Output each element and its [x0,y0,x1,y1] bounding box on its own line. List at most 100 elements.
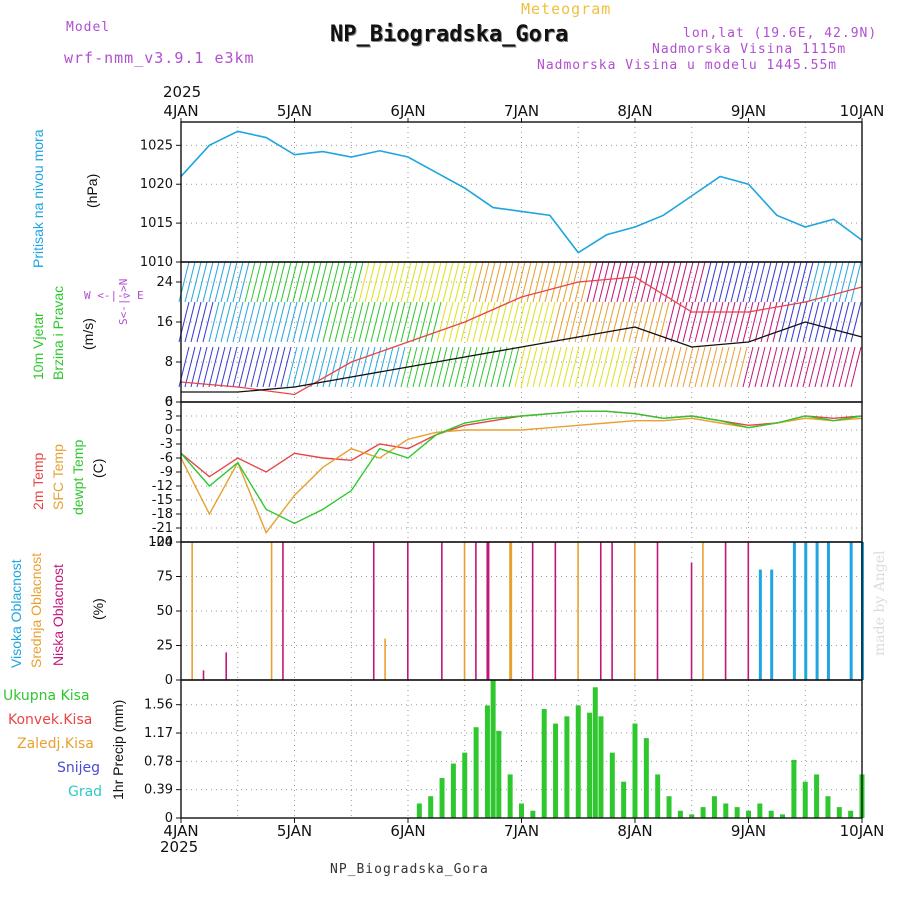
precip-bar [768,810,774,818]
wind-barb [262,301,274,343]
wind-barb [202,301,214,343]
wind-barb [622,301,634,343]
wind-barb [826,346,838,388]
wind-barb [604,346,616,388]
cloud-bar [747,542,750,680]
precip-ytick-label: 0.39 [144,783,173,798]
wind-barb [682,346,694,388]
wind-barb [382,346,394,388]
wind-barb [238,301,250,343]
precip-ytick-label: 1.17 [144,726,173,741]
model-label: Model [66,20,111,35]
wind-barb [238,261,250,303]
wind-barb [442,346,454,388]
wind-barb [706,261,718,303]
wind-barb [406,346,418,388]
meteogram-label: Meteogram [521,0,612,18]
wind-barb [850,261,862,303]
wind-barb [814,301,826,343]
precip-bar [746,810,751,818]
wind-barb [430,301,442,343]
precip-bar [592,687,598,818]
wind-barb [310,301,322,343]
wind-barb [640,261,652,303]
precip-bar [836,807,842,818]
temperature-ytick-label: 6 [165,395,173,410]
precip-bar [689,814,695,818]
wind-barb [568,261,580,303]
cloud-bar [407,542,409,680]
wind-barb [310,346,322,388]
wind-barb [634,261,646,303]
wind-barb [448,301,460,343]
wind-barb [184,346,196,388]
wind-barb [646,346,658,388]
temperature-ytick-label: -24 [152,535,173,550]
wind-barb [460,261,472,303]
wind-barb [466,301,478,343]
wind-barb [334,261,346,303]
wind-barb [694,261,706,303]
wind-barb [574,301,586,343]
wind-barb [346,301,358,343]
footer-station: NP_Biogradska_Gora [330,862,489,877]
wind-barb [214,261,226,303]
wind-barb [502,261,514,303]
wind-barb [526,346,538,388]
wind-barb [220,346,232,388]
wind-gust-line [180,276,863,396]
wind-barb [274,301,286,343]
wind-barb [346,346,358,388]
wind-barb [292,301,304,343]
precip-bar [802,781,808,818]
wind-barb [820,301,832,343]
wind-barb [286,301,298,343]
cloud-bar [463,542,466,680]
wind-barb [652,261,664,303]
cloud-bar [282,542,284,680]
temperature-ytick-label: -12 [152,479,173,494]
wind-barb [334,301,346,343]
wind-barb [304,301,316,343]
wind-barb [850,346,862,388]
cloud-bar [486,542,490,680]
wind-barb [286,346,298,388]
wind-barb [208,346,220,388]
wind-barb [496,346,508,388]
wind-barb [334,346,346,388]
x-label-top: 10JAN [840,102,885,120]
precip-bar [490,680,496,818]
wind-barb [658,261,670,303]
wind-barb [742,346,754,388]
wind-barb [370,301,382,343]
wind-barb [550,261,562,303]
wind-barb [250,301,262,343]
wind-barb [772,301,784,343]
wind-barb [232,261,244,303]
wind-barb [370,346,382,388]
wind-barb [322,346,334,388]
precip-legend-conv: Konvek.Kisa [8,712,93,728]
compass-east: E [136,289,144,302]
wind-barb [328,301,340,343]
wind-barb [754,301,766,343]
cloud-bar [792,542,796,680]
wind-barb [748,261,760,303]
wind-barb [352,301,364,343]
cloud-bar [702,542,704,680]
wind-barb [688,301,700,343]
precip-bar [450,763,456,818]
wind-barb [742,301,754,343]
wind-barb [448,261,460,303]
wind-barb [832,346,844,388]
wind-barb [376,261,388,303]
precip-bar [848,810,854,818]
wind-barb [832,261,844,303]
wind-barb [532,261,544,303]
wind-barb [556,346,568,388]
x-label-bottom: 9JAN [731,822,766,840]
x-label-bottom: 5JAN [277,822,312,840]
cloud-bar [634,542,636,680]
wind-barb [466,261,478,303]
wind-barb [724,346,736,388]
